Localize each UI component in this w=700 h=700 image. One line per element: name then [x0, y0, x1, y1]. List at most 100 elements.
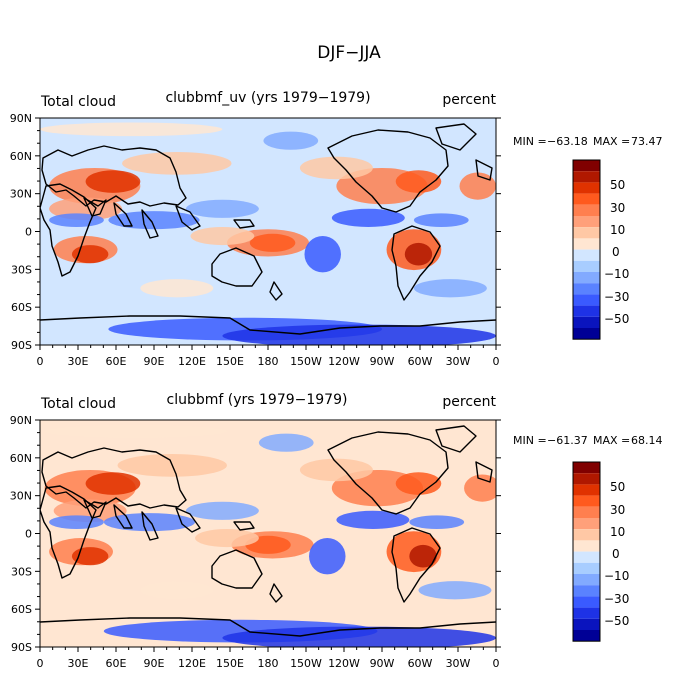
x-tick-label: 150E [216, 657, 244, 670]
panel-2-cbar-label: 50 [610, 480, 625, 494]
x-tick-label: 0 [37, 657, 44, 670]
field-contour-patch [249, 233, 296, 252]
panel-2-coastlines [40, 425, 496, 637]
y-tick-label: 60S [11, 301, 32, 314]
field-contour-patch [336, 510, 410, 529]
x-tick-label: 30E [68, 657, 89, 670]
field-contour-patch [71, 245, 109, 264]
field-contour-patch [404, 242, 433, 266]
colorbar-swatch [573, 328, 600, 340]
x-tick-label: 150W [290, 355, 322, 368]
field-contour-patch [395, 472, 442, 495]
x-tick-label: 60E [106, 657, 127, 670]
field-contour-patch [309, 538, 346, 575]
panel-2-field [44, 424, 496, 647]
field-contour-patch [122, 152, 232, 175]
y-tick-label: 90N [10, 112, 32, 125]
y-tick-label: 30S [11, 565, 32, 578]
colorbar-swatch [573, 272, 600, 284]
colorbar-swatch [573, 607, 600, 619]
field-contour-patch [71, 547, 109, 566]
colorbar-swatch [573, 182, 600, 194]
x-tick-label: 120E [178, 657, 206, 670]
x-tick-label: 150W [290, 657, 322, 670]
x-tick-label: 180 [258, 657, 279, 670]
field-contour-patch [304, 236, 341, 273]
x-tick-label: 60W [408, 657, 433, 670]
x-tick-label: 150E [216, 355, 244, 368]
field-contour-patch [395, 170, 442, 193]
y-tick-label: 0 [25, 226, 32, 239]
panel-1-min-label: MIN = [513, 135, 547, 148]
field-contour-patch [222, 626, 496, 647]
panel-1-cbar-label: −30 [604, 290, 629, 304]
panel-2-variable-label: Total cloud [40, 396, 116, 412]
field-contour-patch [299, 156, 373, 180]
colorbar-swatch [573, 596, 600, 608]
colorbar-swatch [573, 618, 600, 630]
field-contour-patch [195, 528, 259, 548]
panel-2-units: percent [442, 394, 496, 410]
colorbar-swatch [573, 529, 600, 541]
field-contour-patch [331, 208, 405, 227]
panel-1-min-value: −63.18 [547, 135, 588, 148]
panel-1-cbar-label: 10 [610, 223, 625, 237]
panel-2-cbar-label: −30 [604, 592, 629, 606]
panel-1-title: clubbmf_uv (yrs 1979−1979) [165, 90, 370, 106]
panel-2-cbar-label: 30 [610, 503, 625, 517]
y-tick-label: 30N [10, 188, 32, 201]
field-contour-patch [299, 458, 373, 482]
colorbar-swatch [573, 585, 600, 597]
x-tick-label: 60W [408, 355, 433, 368]
panel-1-variable-label: Total cloud [40, 94, 116, 110]
y-tick-label: 30S [11, 263, 32, 276]
y-tick-label: 60N [10, 150, 32, 163]
x-tick-label: 60E [106, 355, 127, 368]
panel-1-coastlines [40, 123, 496, 335]
field-contour-patch [40, 122, 223, 137]
panel-1-cbar-label: 50 [610, 178, 625, 192]
field-contour-patch [140, 279, 214, 298]
panel-1-cbar-label: 30 [610, 201, 625, 215]
x-tick-label: 90W [370, 355, 395, 368]
panel-1-y-axis: 90N 60N 30N 0 30S 60S 90S [10, 112, 501, 352]
panel-1-cbar-label: −50 [604, 312, 629, 326]
colorbar-swatch [573, 216, 600, 228]
colorbar-swatch [573, 193, 600, 205]
panel-1-field [40, 122, 496, 345]
panel-1-colorbar-labels: 50 30 10 0 −10 −30 −50 [604, 178, 629, 326]
field-contour-patch [413, 279, 487, 298]
figure-title: DJF−JJA [317, 43, 381, 63]
y-tick-label: 30N [10, 490, 32, 503]
field-contour-patch [409, 544, 437, 568]
colorbar-swatch [573, 238, 600, 250]
colorbar-swatch [573, 227, 600, 239]
x-tick-label: 30W [446, 355, 471, 368]
x-tick-label: 30E [68, 355, 89, 368]
panel-2-cbar-label: −10 [604, 569, 629, 583]
panel-2-max-label: MAX = [593, 434, 630, 447]
field-contour-patch [409, 515, 465, 529]
field-contour-patch [464, 474, 496, 502]
x-tick-label: 120E [178, 355, 206, 368]
y-tick-label: 90N [10, 414, 32, 427]
field-contour-patch [222, 324, 496, 345]
field-contour-patch [413, 213, 469, 227]
colorbar-swatch [573, 294, 600, 306]
panel-2-cbar-label: 0 [612, 547, 620, 561]
colorbar-swatch [573, 484, 600, 496]
colorbar-swatch [573, 204, 600, 216]
colorbar-swatch [573, 562, 600, 574]
x-tick-label: 0 [37, 355, 44, 368]
colorbar-swatch [573, 574, 600, 586]
x-tick-label: 0 [493, 657, 500, 670]
panel-2-max-value: 68.14 [631, 434, 663, 447]
panel-1-cbar-label: 0 [612, 245, 620, 259]
colorbar-swatch [573, 462, 600, 474]
field-contour-patch [418, 581, 492, 600]
panel-2-colorbar-labels: 50 30 10 0 −10 −30 −50 [604, 480, 629, 628]
x-tick-label: 90E [144, 355, 165, 368]
panel-2-cbar-label: 10 [610, 525, 625, 539]
field-contour-patch [185, 199, 259, 218]
panel-2-map [40, 420, 496, 647]
